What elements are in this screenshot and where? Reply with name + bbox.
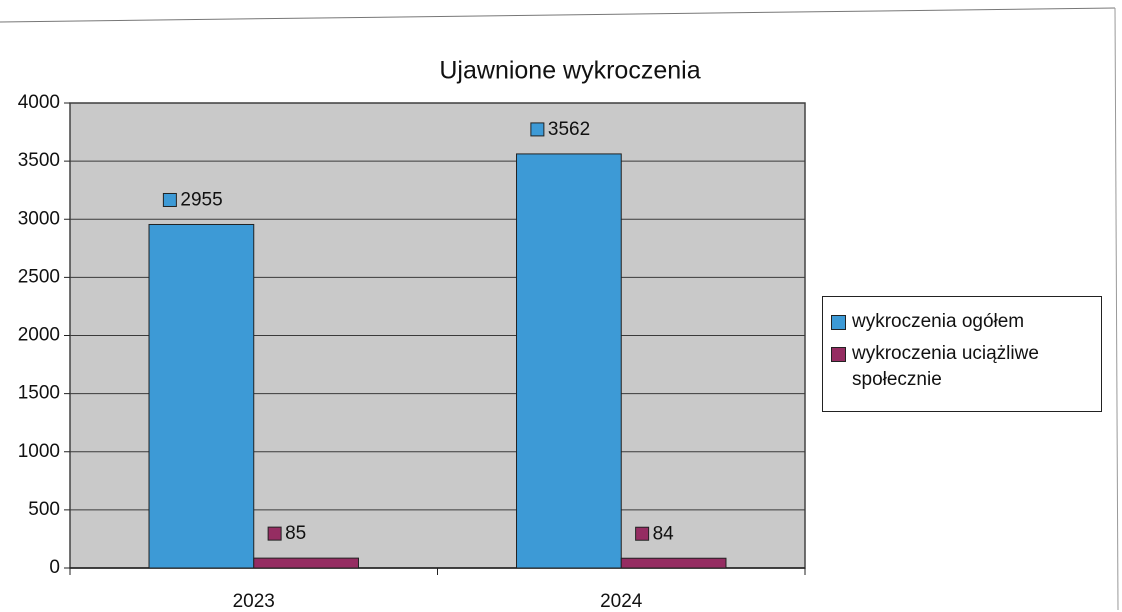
y-tick-label: 2000 [18, 325, 60, 346]
legend-item: wykroczenia ogółem [831, 309, 1093, 335]
bar [148, 223, 255, 569]
data-label-key [635, 526, 650, 541]
bar [516, 153, 622, 569]
y-tick-label: 1500 [18, 383, 60, 404]
frame-right [1114, 7, 1119, 611]
bar [253, 557, 359, 569]
data-label: 85 [285, 523, 306, 544]
y-tick-label: 3500 [18, 150, 60, 171]
y-tick-label: 4000 [18, 92, 60, 113]
y-tick-label: 500 [28, 499, 60, 520]
legend-item: wykroczenia uciążliwe społecznie [831, 341, 1093, 393]
bar [620, 557, 727, 569]
legend-key [831, 315, 846, 330]
data-label: 84 [653, 523, 675, 544]
frame-top [0, 7, 1116, 23]
data-label-key [530, 122, 545, 137]
legend-label: wykroczenia ogółem [852, 311, 1025, 332]
y-tick-label: 1000 [18, 441, 60, 462]
data-label-key [162, 192, 177, 207]
data-label: 3562 [548, 119, 590, 140]
data-label: 2955 [180, 189, 222, 210]
y-tick-label: 3000 [18, 208, 60, 229]
chart-title: Ujawnione wykroczenia [439, 57, 700, 85]
legend-label: wykroczenia uciążliwe społecznie [852, 343, 1039, 390]
x-tick-label: 2023 [233, 591, 275, 612]
legend: wykroczenia ogółem wykroczenia uciążliwe … [822, 296, 1102, 412]
legend-key [831, 347, 846, 362]
y-tick-label: 0 [49, 557, 60, 578]
data-label-key [267, 526, 282, 541]
x-tick-label: 2024 [600, 591, 643, 612]
y-tick-label: 2500 [18, 266, 60, 287]
